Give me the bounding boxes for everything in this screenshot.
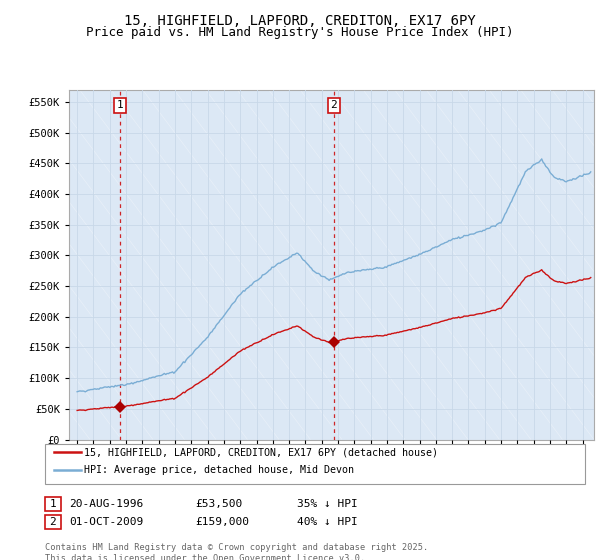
Text: £53,500: £53,500	[195, 499, 242, 509]
Text: 2: 2	[49, 517, 56, 527]
Text: 15, HIGHFIELD, LAPFORD, CREDITON, EX17 6PY: 15, HIGHFIELD, LAPFORD, CREDITON, EX17 6…	[124, 14, 476, 28]
Text: 15, HIGHFIELD, LAPFORD, CREDITON, EX17 6PY (detached house): 15, HIGHFIELD, LAPFORD, CREDITON, EX17 6…	[84, 447, 438, 458]
Text: 01-OCT-2009: 01-OCT-2009	[69, 517, 143, 527]
Text: HPI: Average price, detached house, Mid Devon: HPI: Average price, detached house, Mid …	[84, 465, 354, 475]
Text: 35% ↓ HPI: 35% ↓ HPI	[297, 499, 358, 509]
Text: 2: 2	[331, 100, 337, 110]
Text: 1: 1	[49, 499, 56, 509]
Text: 40% ↓ HPI: 40% ↓ HPI	[297, 517, 358, 527]
Text: Contains HM Land Registry data © Crown copyright and database right 2025.
This d: Contains HM Land Registry data © Crown c…	[45, 543, 428, 560]
Text: 20-AUG-1996: 20-AUG-1996	[69, 499, 143, 509]
Text: £159,000: £159,000	[195, 517, 249, 527]
Text: Price paid vs. HM Land Registry's House Price Index (HPI): Price paid vs. HM Land Registry's House …	[86, 26, 514, 39]
Text: 1: 1	[116, 100, 124, 110]
